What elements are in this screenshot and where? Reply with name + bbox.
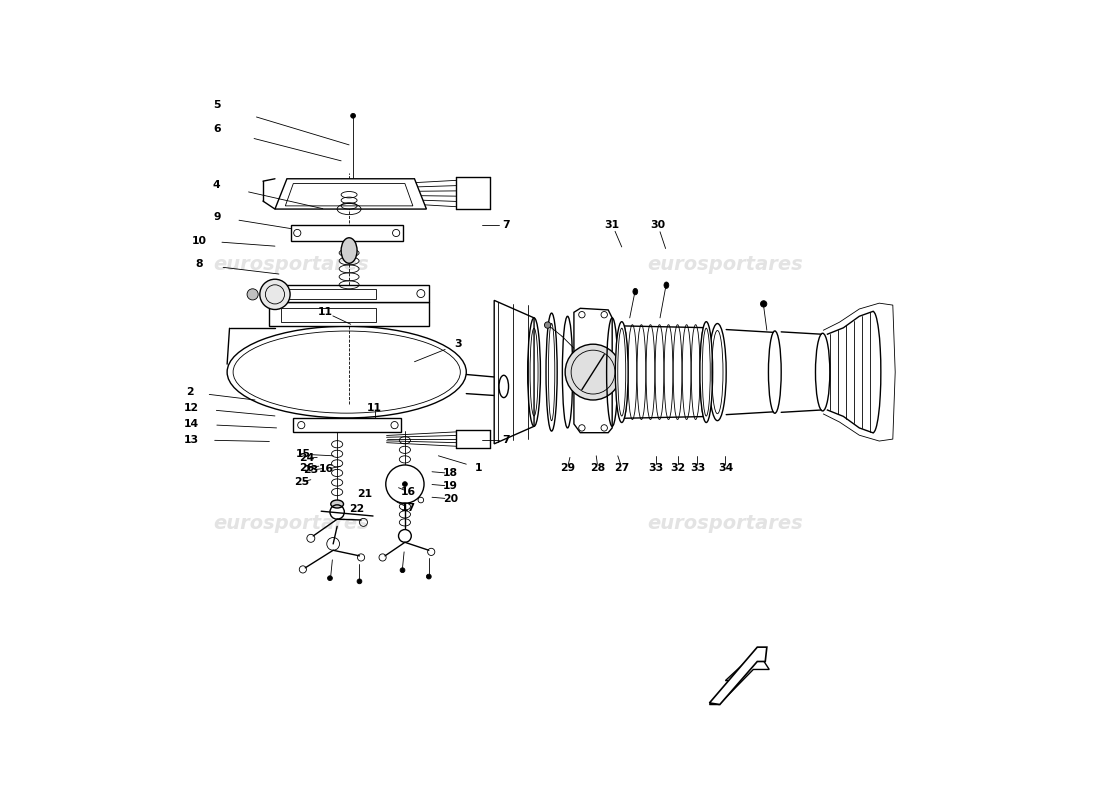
Text: eurosportares: eurosportares	[213, 255, 368, 274]
Text: 16: 16	[400, 486, 416, 497]
Ellipse shape	[351, 114, 355, 118]
Polygon shape	[494, 300, 535, 444]
Text: 6: 6	[213, 124, 221, 134]
Bar	[270, 285, 429, 302]
Text: 18: 18	[443, 468, 458, 478]
Text: 21: 21	[358, 489, 373, 499]
Bar	[294, 418, 400, 432]
Text: 33: 33	[648, 462, 663, 473]
Text: 30: 30	[650, 220, 666, 230]
Polygon shape	[710, 647, 767, 705]
Ellipse shape	[341, 238, 358, 263]
Text: 4: 4	[213, 180, 221, 190]
Text: 28: 28	[591, 462, 605, 473]
Text: eurosportares: eurosportares	[648, 255, 803, 274]
Text: 7: 7	[503, 435, 510, 445]
Text: 29: 29	[560, 462, 575, 473]
Text: 16: 16	[319, 464, 334, 474]
Ellipse shape	[664, 282, 669, 288]
Text: 10: 10	[191, 235, 207, 246]
Text: 11: 11	[318, 307, 332, 318]
Ellipse shape	[708, 323, 726, 421]
Ellipse shape	[248, 289, 258, 300]
Polygon shape	[275, 178, 427, 209]
Text: 5: 5	[213, 100, 220, 110]
Text: 25: 25	[294, 477, 309, 487]
Text: 13: 13	[184, 435, 199, 445]
Text: 12: 12	[184, 403, 199, 413]
Polygon shape	[710, 651, 769, 705]
Ellipse shape	[427, 574, 431, 579]
Bar	[280, 308, 376, 322]
Text: 1: 1	[474, 462, 482, 473]
Ellipse shape	[565, 344, 621, 400]
Ellipse shape	[386, 465, 424, 503]
Bar	[270, 302, 429, 326]
Ellipse shape	[544, 322, 551, 328]
Text: 20: 20	[443, 494, 458, 504]
Ellipse shape	[358, 579, 362, 584]
Ellipse shape	[331, 500, 343, 508]
Text: 34: 34	[718, 462, 733, 473]
Polygon shape	[574, 308, 613, 433]
Text: 24: 24	[299, 453, 315, 463]
Ellipse shape	[403, 482, 407, 486]
Ellipse shape	[632, 288, 638, 294]
Text: 3: 3	[454, 339, 462, 349]
Text: 26: 26	[299, 462, 315, 473]
Ellipse shape	[227, 326, 466, 418]
Text: 33: 33	[690, 462, 705, 473]
Ellipse shape	[260, 279, 290, 310]
Bar	[290, 225, 403, 241]
Text: 31: 31	[605, 220, 619, 230]
Ellipse shape	[700, 322, 713, 422]
Text: 11: 11	[367, 403, 382, 413]
Text: 2: 2	[186, 387, 194, 397]
Text: 7: 7	[503, 220, 510, 230]
Text: eurosportares: eurosportares	[213, 514, 368, 533]
Text: 32: 32	[670, 462, 685, 473]
Text: 27: 27	[614, 462, 629, 473]
Ellipse shape	[400, 568, 405, 573]
Text: 15: 15	[296, 450, 310, 459]
Text: 22: 22	[350, 504, 365, 514]
Text: 23: 23	[304, 465, 319, 475]
Text: 8: 8	[196, 259, 204, 270]
Ellipse shape	[328, 576, 332, 581]
Bar	[280, 289, 376, 299]
Ellipse shape	[615, 322, 628, 422]
Text: 9: 9	[213, 212, 220, 222]
Ellipse shape	[760, 301, 767, 307]
Text: 19: 19	[443, 481, 458, 491]
Text: 14: 14	[184, 419, 199, 429]
Text: 17: 17	[400, 502, 416, 513]
Text: eurosportares: eurosportares	[648, 514, 803, 533]
Polygon shape	[285, 183, 412, 206]
